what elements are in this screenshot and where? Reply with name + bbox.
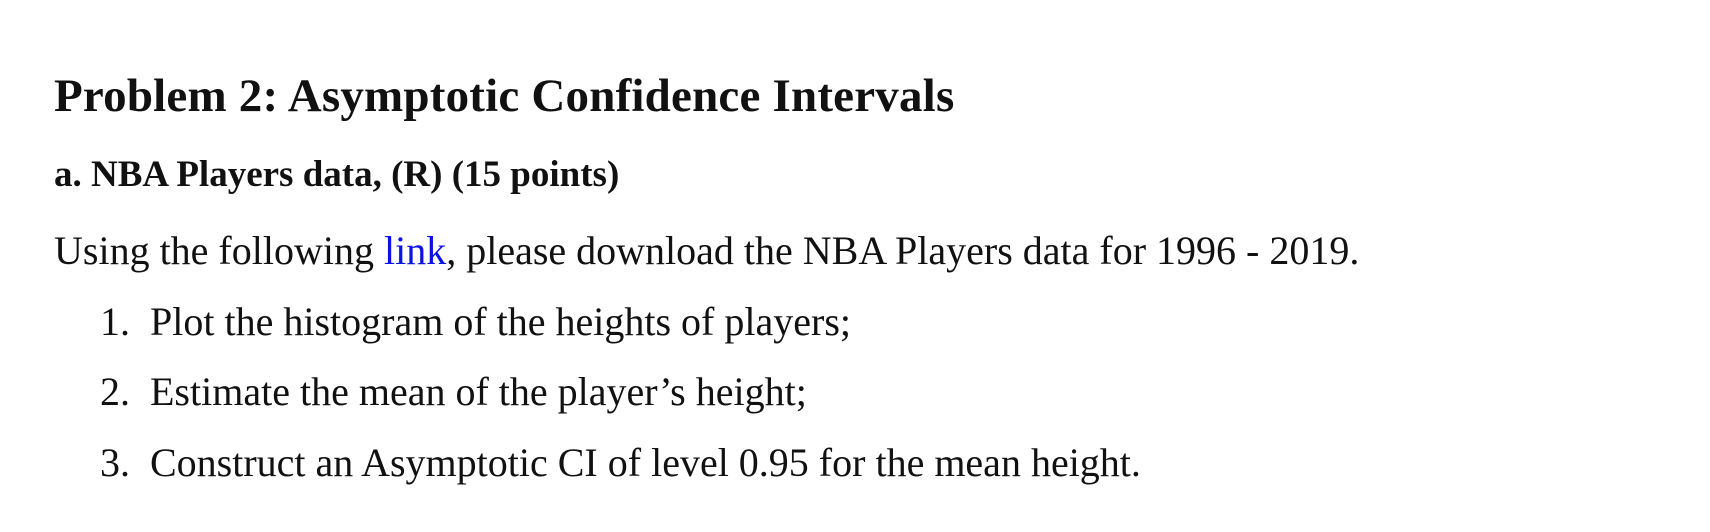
paragraph-text-after-link: , please download the NBA Players data f… xyxy=(446,228,1360,273)
task-item: 3. Construct an Asymptotic CI of level 0.… xyxy=(100,439,1141,487)
task-number: 1. xyxy=(100,299,130,344)
data-download-link[interactable]: link xyxy=(383,228,447,273)
task-text: Estimate the mean of the player’s height… xyxy=(150,369,807,414)
problem-subtitle: a. NBA Players data, (R) (15 points) xyxy=(54,154,620,195)
task-text: Construct an Asymptotic CI of level 0.95… xyxy=(150,440,1141,485)
task-item: 1. Plot the histogram of the heights of p… xyxy=(100,298,851,346)
task-number: 3. xyxy=(100,440,130,485)
task-text: Plot the histogram of the heights of pla… xyxy=(150,299,851,344)
task-item: 2. Estimate the mean of the player’s heig… xyxy=(100,368,807,416)
problem-title: Problem 2: Asymptotic Confidence Interva… xyxy=(54,70,955,122)
paragraph-text-before-link: Using the following xyxy=(54,228,384,273)
task-number: 2. xyxy=(100,369,130,414)
instruction-paragraph: Using the following link, please downloa… xyxy=(54,227,1359,275)
